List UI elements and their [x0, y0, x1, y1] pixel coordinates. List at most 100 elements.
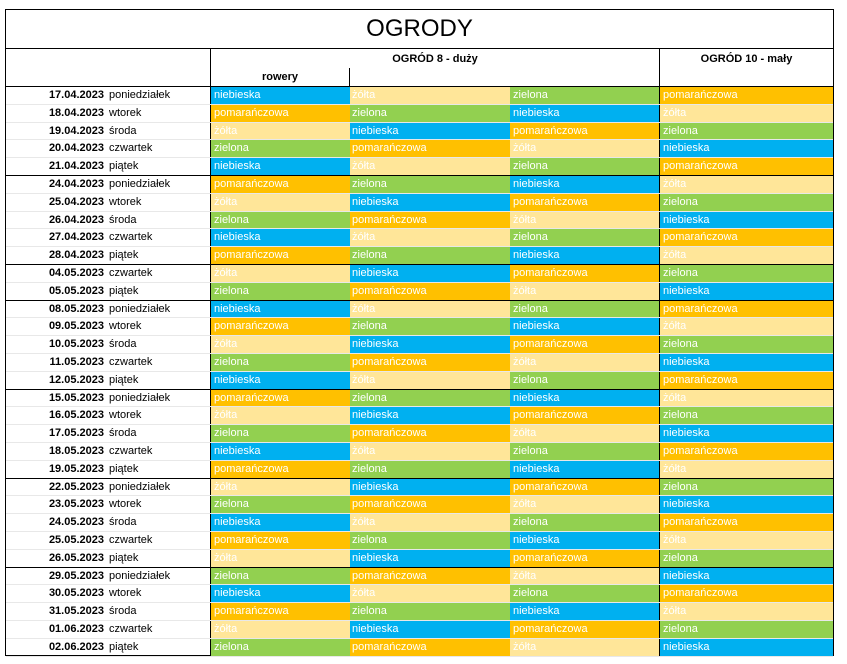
color-cell-1[interactable]: zielona — [211, 425, 350, 442]
color-cell-3[interactable]: żółta — [510, 638, 660, 656]
color-cell-3[interactable]: niebieska — [510, 104, 660, 122]
color-cell-1[interactable]: niebieska — [211, 514, 350, 531]
date-cell[interactable]: 25.04.2023 — [48, 195, 104, 208]
color-cell-3[interactable]: żółta — [510, 211, 660, 229]
color-cell-2[interactable]: niebieska — [350, 478, 510, 496]
date-cell[interactable]: 26.04.2023 — [48, 213, 104, 226]
color-cell-3[interactable]: pomarańczowa — [510, 336, 660, 353]
color-cell-1[interactable]: żółta — [211, 193, 350, 211]
color-cell-1[interactable]: pomarańczowa — [211, 389, 350, 407]
date-cell[interactable]: 17.05.2023 — [48, 427, 104, 440]
color-cell-4[interactable]: zielona — [660, 122, 833, 140]
color-cell-4[interactable]: pomarańczowa — [660, 229, 833, 247]
color-cell-2[interactable]: pomarańczowa — [350, 425, 510, 442]
header-ogrod-10[interactable]: OGRÓD 10 - mały — [700, 53, 793, 65]
color-cell-1[interactable]: żółta — [211, 122, 350, 140]
weekday-cell[interactable]: piątek — [106, 460, 211, 478]
weekday-cell[interactable]: poniedziałek — [106, 87, 211, 104]
weekday-cell[interactable]: czwartek — [106, 620, 211, 638]
color-cell-3[interactable]: żółta — [510, 140, 660, 158]
color-cell-4[interactable]: zielona — [660, 549, 833, 567]
weekday-cell[interactable]: czwartek — [106, 531, 211, 549]
color-cell-3[interactable]: żółta — [510, 353, 660, 371]
color-cell-2[interactable]: pomarańczowa — [350, 496, 510, 514]
weekday-cell[interactable]: poniedziałek — [106, 478, 211, 496]
color-cell-4[interactable]: pomarańczowa — [660, 300, 833, 318]
color-cell-1[interactable]: żółta — [211, 478, 350, 496]
color-cell-3[interactable]: zielona — [510, 229, 660, 247]
date-cell[interactable]: 17.04.2023 — [48, 89, 104, 101]
color-cell-4[interactable]: niebieska — [660, 282, 833, 300]
color-cell-1[interactable]: pomarańczowa — [211, 460, 350, 478]
color-cell-3[interactable]: niebieska — [510, 531, 660, 549]
weekday-cell[interactable]: wtorek — [106, 104, 211, 122]
date-cell[interactable]: 31.05.2023 — [48, 605, 104, 618]
color-cell-2[interactable]: pomarańczowa — [350, 353, 510, 371]
color-cell-3[interactable]: pomarańczowa — [510, 193, 660, 211]
color-cell-1[interactable]: pomarańczowa — [211, 603, 350, 620]
color-cell-4[interactable]: zielona — [660, 193, 833, 211]
color-cell-4[interactable]: żółta — [660, 318, 833, 336]
color-cell-3[interactable]: zielona — [510, 300, 660, 318]
color-cell-4[interactable]: niebieska — [660, 140, 833, 158]
weekday-cell[interactable]: czwartek — [106, 264, 211, 282]
color-cell-1[interactable]: zielona — [211, 282, 350, 300]
color-cell-2[interactable]: żółta — [350, 158, 510, 175]
date-cell[interactable]: 04.05.2023 — [48, 266, 104, 279]
color-cell-3[interactable]: niebieska — [510, 175, 660, 193]
date-cell[interactable]: 05.05.2023 — [48, 284, 104, 297]
color-cell-1[interactable]: niebieska — [211, 442, 350, 460]
weekday-cell[interactable]: piątek — [106, 158, 211, 175]
color-cell-2[interactable]: pomarańczowa — [350, 638, 510, 656]
weekday-cell[interactable]: wtorek — [106, 193, 211, 211]
color-cell-4[interactable]: pomarańczowa — [660, 158, 833, 175]
color-cell-4[interactable]: niebieska — [660, 211, 833, 229]
color-cell-3[interactable]: niebieska — [510, 460, 660, 478]
color-cell-1[interactable]: pomarańczowa — [211, 531, 350, 549]
weekday-cell[interactable]: poniedziałek — [106, 300, 211, 318]
date-cell[interactable]: 26.05.2023 — [48, 551, 104, 564]
color-cell-4[interactable]: niebieska — [660, 425, 833, 442]
weekday-cell[interactable]: środa — [106, 514, 211, 531]
weekday-cell[interactable]: środa — [106, 425, 211, 442]
header-rowery[interactable]: rowery — [211, 68, 350, 87]
color-cell-2[interactable]: niebieska — [350, 407, 510, 425]
color-cell-4[interactable]: żółta — [660, 104, 833, 122]
color-cell-1[interactable]: niebieska — [211, 87, 350, 104]
color-cell-1[interactable]: pomarańczowa — [211, 318, 350, 336]
color-cell-2[interactable]: pomarańczowa — [350, 567, 510, 585]
color-cell-1[interactable]: niebieska — [211, 229, 350, 247]
color-cell-4[interactable]: niebieska — [660, 353, 833, 371]
color-cell-2[interactable]: żółta — [350, 442, 510, 460]
weekday-cell[interactable]: piątek — [106, 282, 211, 300]
color-cell-1[interactable]: pomarańczowa — [211, 247, 350, 264]
color-cell-2[interactable]: pomarańczowa — [350, 282, 510, 300]
color-cell-3[interactable]: pomarańczowa — [510, 549, 660, 567]
weekday-cell[interactable]: czwartek — [106, 442, 211, 460]
color-cell-3[interactable]: zielona — [510, 585, 660, 603]
color-cell-1[interactable]: zielona — [211, 353, 350, 371]
color-cell-4[interactable]: pomarańczowa — [660, 442, 833, 460]
color-cell-2[interactable]: niebieska — [350, 193, 510, 211]
date-cell[interactable]: 18.04.2023 — [48, 106, 104, 119]
color-cell-4[interactable]: niebieska — [660, 496, 833, 514]
header-blank-cell[interactable] — [6, 49, 211, 87]
color-cell-1[interactable]: niebieska — [211, 371, 350, 389]
color-cell-3[interactable]: pomarańczowa — [510, 407, 660, 425]
color-cell-4[interactable]: żółta — [660, 460, 833, 478]
weekday-cell[interactable]: środa — [106, 603, 211, 620]
color-cell-4[interactable]: żółta — [660, 531, 833, 549]
color-cell-2[interactable]: zielona — [350, 460, 510, 478]
date-cell[interactable]: 16.05.2023 — [48, 409, 104, 422]
color-cell-1[interactable]: zielona — [211, 567, 350, 585]
color-cell-1[interactable]: niebieska — [211, 585, 350, 603]
color-cell-1[interactable]: pomarańczowa — [211, 104, 350, 122]
color-cell-4[interactable]: zielona — [660, 336, 833, 353]
color-cell-4[interactable]: żółta — [660, 603, 833, 620]
color-cell-4[interactable]: zielona — [660, 478, 833, 496]
date-cell[interactable]: 29.05.2023 — [48, 569, 104, 582]
color-cell-3[interactable]: niebieska — [510, 247, 660, 264]
color-cell-4[interactable]: zielona — [660, 407, 833, 425]
color-cell-4[interactable]: pomarańczowa — [660, 87, 833, 104]
date-cell[interactable]: 18.05.2023 — [48, 444, 104, 457]
